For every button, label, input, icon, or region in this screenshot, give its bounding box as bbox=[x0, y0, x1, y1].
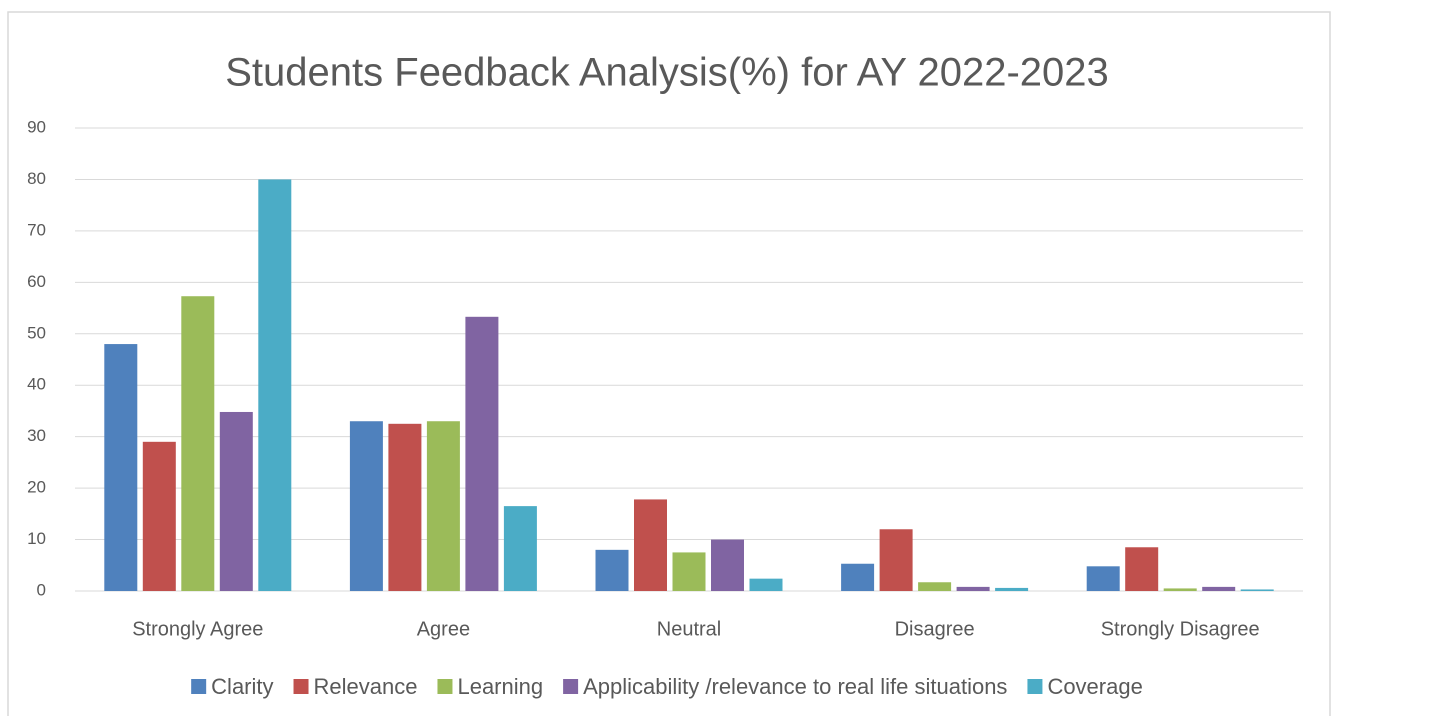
y-tick-label: 80 bbox=[27, 169, 46, 188]
bar bbox=[181, 296, 215, 591]
legend-swatch bbox=[1027, 679, 1043, 694]
bar bbox=[634, 499, 667, 591]
bar bbox=[1125, 547, 1159, 591]
legend-label: Applicability /relevance to real life si… bbox=[583, 674, 1007, 699]
bar bbox=[956, 586, 990, 591]
x-tick-label: Neutral bbox=[657, 618, 721, 640]
legend-label: Relevance bbox=[314, 674, 418, 699]
bar bbox=[711, 539, 744, 591]
bar bbox=[426, 421, 460, 591]
bar bbox=[995, 587, 1029, 591]
y-tick-label: 70 bbox=[27, 220, 46, 239]
y-tick-label: 50 bbox=[27, 323, 46, 342]
legend-swatch bbox=[293, 679, 309, 694]
y-tick-label: 0 bbox=[37, 580, 46, 599]
legend-label: Clarity bbox=[211, 674, 273, 699]
x-tick-label: Agree bbox=[417, 618, 470, 640]
chart-border bbox=[7, 11, 1331, 716]
x-tick-label: Disagree bbox=[895, 618, 975, 640]
bar bbox=[219, 411, 253, 591]
x-tick-label: Strongly Disagree bbox=[1101, 618, 1260, 640]
bar bbox=[1163, 588, 1197, 591]
legend-swatch bbox=[563, 679, 579, 694]
bar bbox=[104, 344, 138, 591]
bar bbox=[595, 549, 629, 591]
bar bbox=[879, 529, 913, 591]
x-tick-label: Strongly Agree bbox=[132, 618, 263, 640]
bar bbox=[841, 563, 875, 591]
bar bbox=[918, 582, 952, 591]
y-tick-label: 20 bbox=[27, 478, 46, 497]
bar bbox=[388, 423, 422, 591]
bar bbox=[258, 179, 292, 591]
chart-title: Students Feedback Analysis(%) for AY 202… bbox=[225, 51, 1109, 95]
bar bbox=[749, 578, 783, 591]
bar bbox=[465, 316, 499, 591]
y-tick-label: 10 bbox=[27, 529, 46, 548]
bar bbox=[1086, 566, 1120, 591]
legend-label: Learning bbox=[457, 674, 543, 699]
bar bbox=[142, 441, 176, 591]
bar bbox=[349, 421, 383, 591]
bar bbox=[1202, 586, 1236, 591]
legend-swatch bbox=[191, 679, 207, 694]
legend-swatch bbox=[437, 679, 453, 694]
y-tick-label: 90 bbox=[27, 117, 46, 136]
bar bbox=[672, 552, 706, 591]
bar bbox=[503, 506, 537, 591]
y-tick-label: 60 bbox=[27, 272, 46, 291]
y-tick-label: 30 bbox=[27, 426, 46, 445]
legend-label: Coverage bbox=[1047, 674, 1142, 699]
bar bbox=[1240, 589, 1274, 591]
y-tick-label: 40 bbox=[27, 375, 46, 394]
